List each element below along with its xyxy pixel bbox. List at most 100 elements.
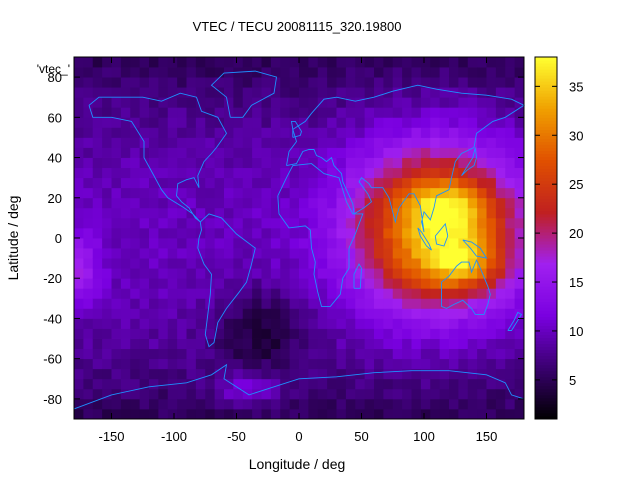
heatmap-cell — [505, 137, 516, 148]
heatmap-cell — [477, 308, 487, 319]
heatmap-cell — [167, 338, 178, 350]
heatmap-cell — [242, 187, 253, 199]
heatmap-cell — [102, 77, 112, 88]
heatmap-cell — [83, 77, 94, 88]
heatmap-cell — [270, 147, 281, 158]
heatmap-cell — [364, 278, 375, 289]
heatmap-cell — [261, 288, 272, 299]
heatmap-cell — [214, 107, 225, 118]
heatmap-cell — [233, 87, 244, 98]
heatmap-cell — [205, 77, 216, 88]
heatmap-cell — [195, 368, 206, 380]
colorbar-step — [535, 225, 557, 230]
heatmap-cell — [186, 388, 197, 400]
heatmap-cell — [74, 217, 84, 229]
heatmap-cell — [214, 57, 225, 68]
heatmap-cell — [486, 238, 497, 249]
heatmap-cell — [392, 217, 403, 229]
heatmap-cell — [158, 147, 169, 158]
heatmap-cell — [111, 328, 122, 339]
heatmap-cell — [308, 217, 319, 229]
colorbar-step — [535, 256, 557, 260]
heatmap-cell — [505, 67, 516, 78]
heatmap-cell — [402, 328, 412, 339]
heatmap-cell — [177, 137, 187, 148]
heatmap-cell — [411, 157, 422, 169]
heatmap-cell — [458, 87, 469, 98]
heatmap-cell — [317, 87, 328, 98]
heatmap-cell — [505, 268, 516, 279]
heatmap-cell — [439, 388, 450, 400]
colorbar-step — [535, 280, 557, 284]
heatmap-cell — [74, 157, 84, 169]
heatmap-cell — [242, 137, 253, 148]
heatmap-cell — [111, 127, 122, 138]
heatmap-cell — [327, 338, 337, 350]
heatmap-cell — [120, 187, 131, 199]
coastline-segment — [197, 213, 256, 348]
heatmap-cell — [458, 388, 469, 400]
heatmap-cell — [364, 378, 375, 390]
heatmap-cell — [299, 147, 309, 158]
heatmap-cell — [477, 197, 487, 209]
heatmap-cell — [402, 147, 412, 158]
heatmap-cell — [299, 408, 309, 420]
heatmap-cell — [214, 197, 225, 209]
heatmap-cell — [374, 338, 384, 350]
heatmap-cell — [505, 348, 516, 360]
heatmap-cell — [402, 388, 412, 400]
heatmap-cell — [299, 338, 309, 350]
heatmap-cell — [495, 77, 506, 88]
heatmap-cell — [495, 328, 506, 339]
heatmap-cell — [477, 117, 487, 128]
heatmap-cell — [355, 57, 366, 68]
heatmap-cell — [102, 278, 112, 289]
heatmap-cell — [420, 258, 431, 269]
heatmap-cell — [299, 157, 309, 169]
heatmap-cell — [83, 187, 94, 199]
colorbar-step — [535, 168, 557, 173]
heatmap-cell — [177, 107, 187, 118]
heatmap-cell — [158, 408, 169, 420]
heatmap-cell — [392, 338, 403, 350]
heatmap-cell — [139, 398, 150, 410]
heatmap-cell — [402, 268, 412, 279]
heatmap-cell — [186, 177, 197, 189]
heatmap-cell — [92, 288, 103, 299]
heatmap-cell — [299, 378, 309, 390]
heatmap-cell — [336, 227, 347, 239]
heatmap-cell — [83, 268, 94, 279]
heatmap-cell — [336, 288, 347, 299]
heatmap-cell — [252, 67, 262, 78]
heatmap-cell — [505, 358, 516, 370]
heatmap-cell — [83, 338, 94, 350]
heatmap-cell — [242, 288, 253, 299]
heatmap-cell — [214, 268, 225, 279]
heatmap-cell — [74, 147, 84, 158]
heatmap-cell — [336, 157, 347, 169]
heatmap-cell — [336, 368, 347, 380]
heatmap-cell — [158, 248, 169, 259]
heatmap-cell — [495, 97, 506, 108]
heatmap-cell — [392, 97, 403, 108]
heatmap-cell — [514, 77, 525, 88]
heatmap-cell — [486, 278, 497, 289]
heatmap-cell — [92, 127, 103, 138]
colorbar-step — [535, 60, 557, 64]
heatmap-cell — [252, 398, 262, 410]
heatmap-cell — [289, 207, 300, 219]
heatmap-cell — [449, 288, 459, 299]
heatmap-cell — [111, 167, 122, 179]
heatmap-cell — [270, 318, 281, 329]
heatmap-cell — [177, 248, 187, 259]
heatmap-cell — [308, 378, 319, 390]
heatmap-cell — [224, 248, 234, 259]
heatmap-cell — [495, 217, 506, 229]
heatmap-cell — [120, 207, 131, 219]
heatmap-cell — [149, 348, 159, 360]
heatmap-cell — [345, 197, 356, 209]
heatmap-cell — [111, 338, 122, 350]
heatmap-cell — [74, 388, 84, 400]
heatmap-cell — [195, 107, 206, 118]
heatmap-cell — [139, 217, 150, 229]
